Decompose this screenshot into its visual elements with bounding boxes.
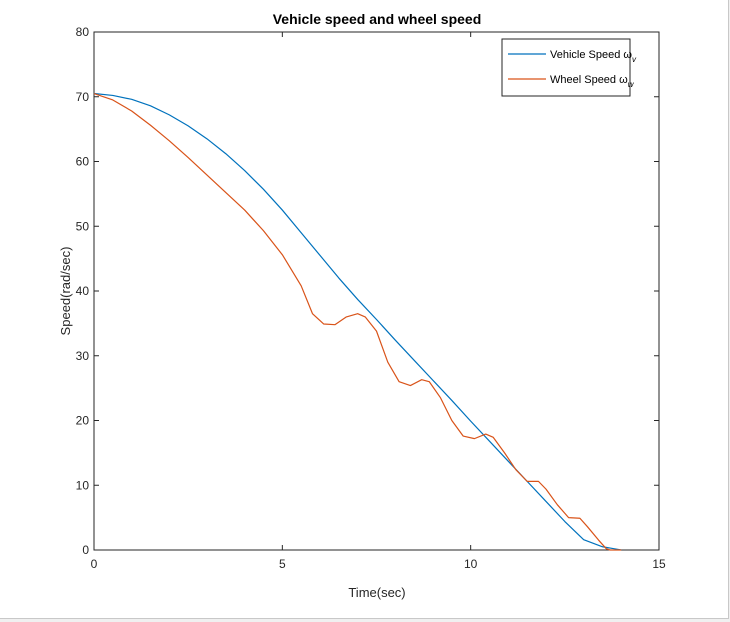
y-tick-label: 60	[76, 155, 90, 169]
series-line-w	[93, 92, 622, 551]
y-axis-label: Speed(rad/sec)	[58, 247, 73, 336]
x-axis-label: Time(sec)	[348, 585, 405, 600]
y-tick-label: 20	[76, 414, 90, 428]
x-tick-label: 5	[279, 557, 286, 571]
series-layer	[93, 92, 622, 551]
x-tick-label: 10	[464, 557, 478, 571]
y-tick-label: 10	[76, 478, 90, 492]
x-tick-label: 15	[652, 557, 666, 571]
y-tick-label: 80	[76, 25, 90, 39]
x-tick-label: 0	[91, 557, 98, 571]
y-tick-label: 30	[76, 349, 90, 363]
legend: Vehicle Speed ωv Wheel Speed ωw	[501, 38, 637, 97]
y-tick-label: 70	[76, 90, 90, 104]
y-tick-label: 40	[76, 284, 90, 298]
series-line-v	[93, 92, 622, 551]
legend-entry: Wheel Speed ωw	[550, 74, 635, 89]
legend-entry: Vehicle Speed ωv	[550, 49, 637, 64]
y-tick-label: 50	[76, 219, 90, 233]
legend-box	[501, 38, 631, 97]
legend-subscript: v	[632, 55, 637, 64]
legend-subscript: w	[628, 80, 635, 89]
axes: 0 5 10 15 0 10 20 30 40 50 60 70 80	[76, 25, 666, 571]
y-tick-label: 0	[82, 543, 89, 557]
plot-area	[93, 31, 660, 551]
chart-title: Vehicle speed and wheel speed	[273, 11, 482, 27]
